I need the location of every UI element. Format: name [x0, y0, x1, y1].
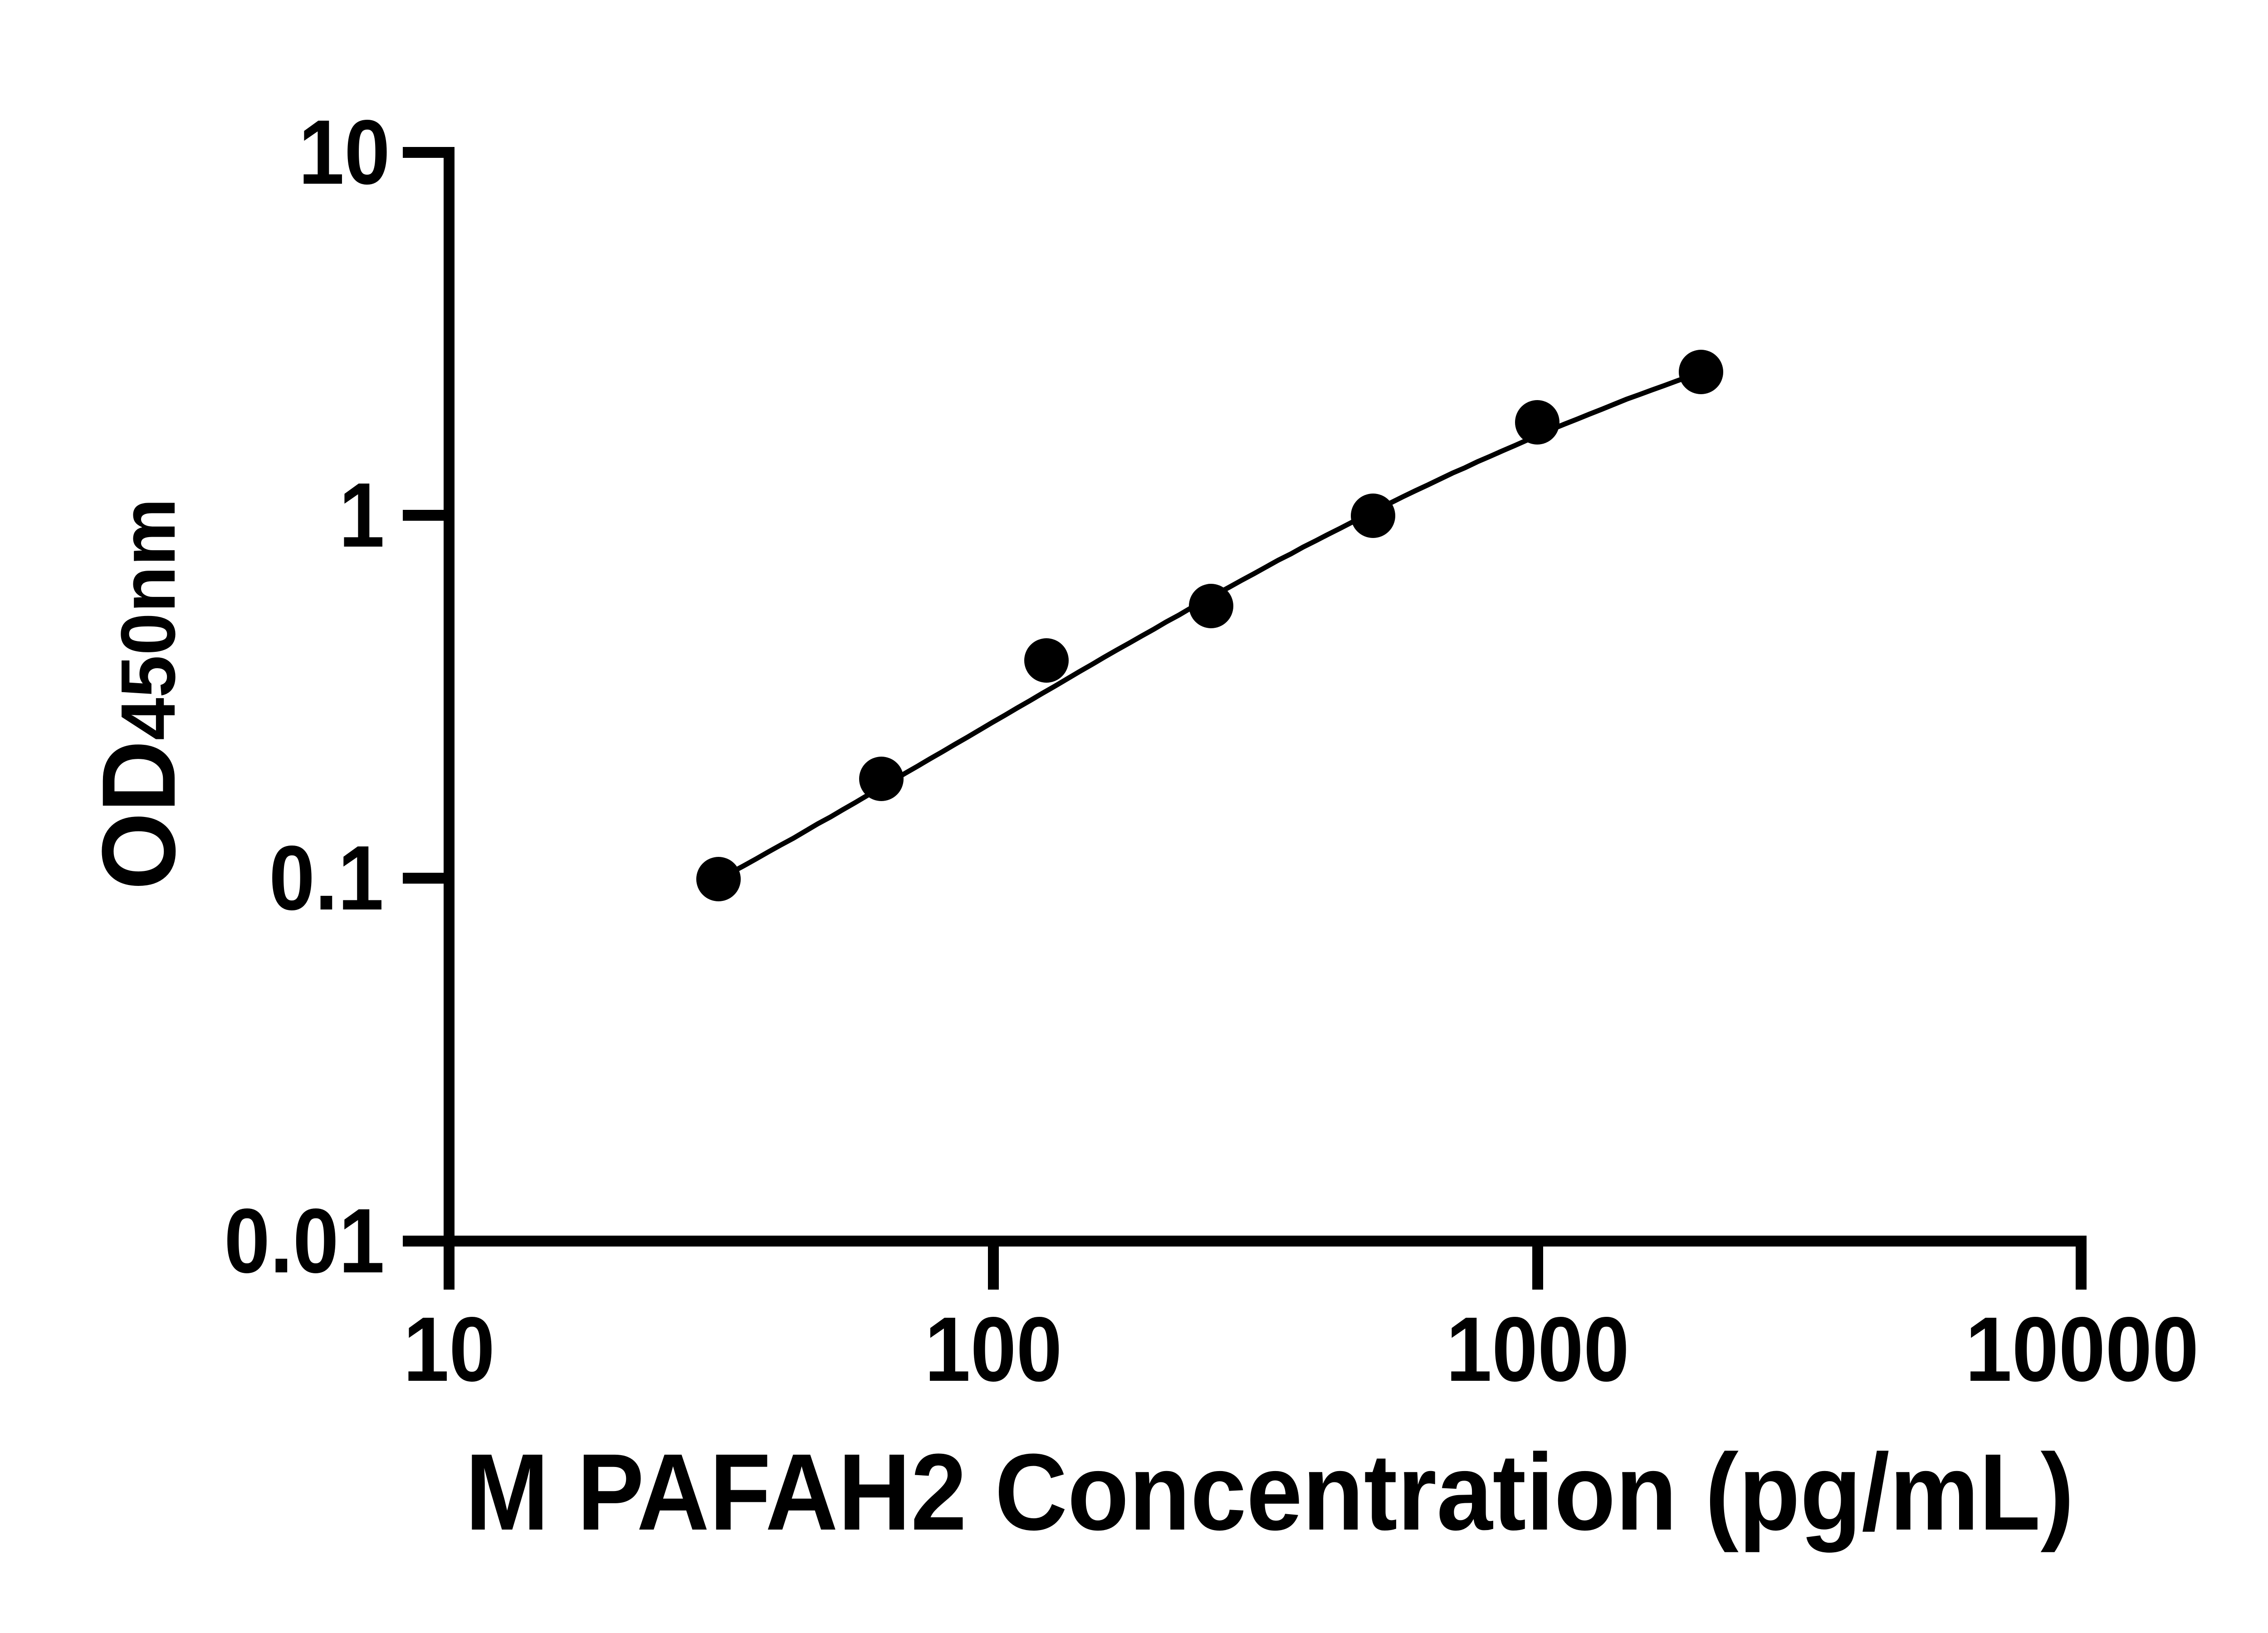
svg-text:OD: OD [80, 740, 197, 890]
svg-text:10000: 10000 [1965, 1298, 2199, 1400]
svg-text:1000: 1000 [1446, 1298, 1629, 1400]
svg-text:450nm: 450nm [105, 498, 191, 740]
svg-text:0.1: 0.1 [269, 826, 384, 929]
svg-text:10: 10 [298, 101, 390, 203]
svg-text:100: 100 [925, 1298, 1062, 1400]
svg-text:1: 1 [339, 464, 385, 566]
svg-text:M PAFAH2 Concentration (pg/mL): M PAFAH2 Concentration (pg/mL) [465, 1431, 2074, 1553]
svg-text:10: 10 [403, 1298, 495, 1400]
svg-text:0.01: 0.01 [224, 1189, 385, 1292]
